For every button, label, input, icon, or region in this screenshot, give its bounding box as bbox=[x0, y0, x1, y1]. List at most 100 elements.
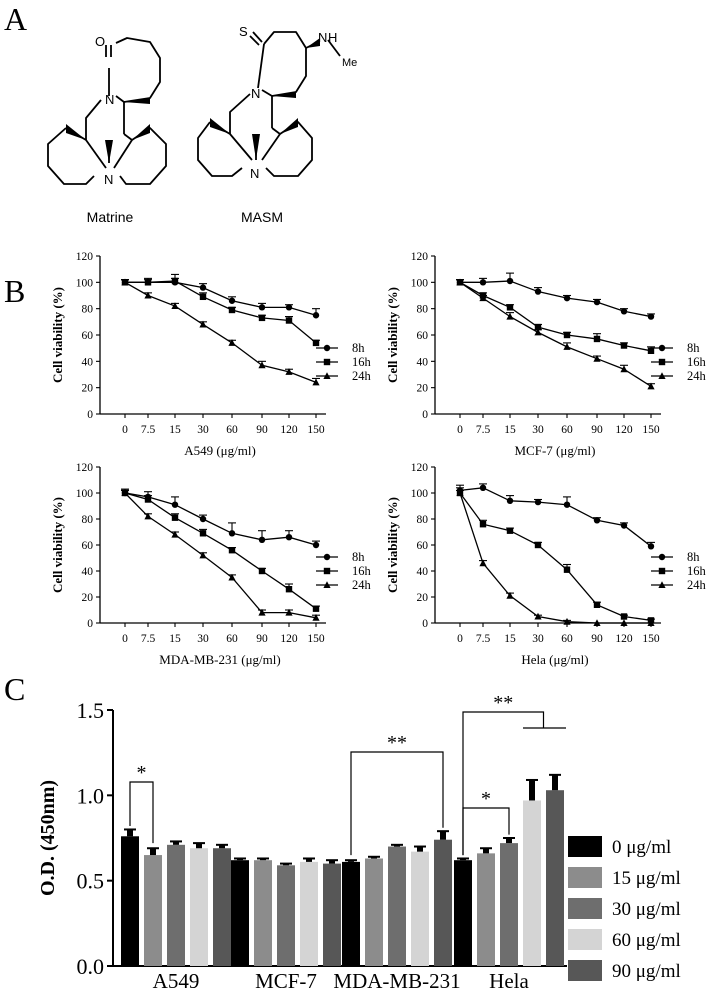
data-point-16h bbox=[258, 314, 266, 322]
x-tick-label: 60 bbox=[561, 633, 573, 645]
data-point-8h bbox=[620, 308, 628, 315]
y-tick-label: 0.5 bbox=[77, 869, 105, 894]
significance-bracket bbox=[350, 751, 444, 856]
x-axis-title: MCF-7 (μg/ml) bbox=[514, 443, 595, 458]
x-tick-label: 30 bbox=[197, 633, 209, 645]
data-point-16h bbox=[228, 306, 236, 314]
x-tick-label: 60 bbox=[561, 424, 573, 436]
data-point-24h bbox=[285, 608, 293, 616]
matrine-wedge-right bbox=[132, 124, 150, 140]
data-point-16h bbox=[228, 547, 236, 554]
data-point-8h bbox=[199, 284, 207, 291]
error-bar bbox=[552, 774, 558, 791]
series-line-24h bbox=[459, 492, 651, 624]
line-chart-mcf7: 0 20 40 60 80 100 120 0 7.5 15 30 60 90 120 150 MCF-7 (… bbox=[385, 251, 707, 458]
bar-15 μg/ml bbox=[365, 858, 383, 966]
data-point-16h bbox=[593, 601, 601, 608]
legend-label: 16h bbox=[352, 355, 372, 369]
bar-30 μg/ml bbox=[500, 843, 518, 966]
x-tick-label: 150 bbox=[307, 424, 325, 436]
bar-60 μg/ml bbox=[190, 848, 208, 966]
data-point-8h bbox=[620, 522, 628, 529]
data-point-24h bbox=[258, 361, 266, 369]
error-bar bbox=[219, 844, 225, 849]
data-point-16h bbox=[534, 541, 542, 549]
y-tick-label: 0.0 bbox=[77, 954, 105, 979]
x-tick-label: 90 bbox=[591, 633, 603, 645]
legend-swatch-1 bbox=[568, 867, 602, 888]
data-point-24h bbox=[647, 382, 655, 390]
x-tick-label: 30 bbox=[197, 424, 209, 436]
bar-30 μg/ml bbox=[167, 844, 185, 966]
y-tick-label: 120 bbox=[76, 462, 94, 474]
series-line-8h bbox=[124, 492, 317, 546]
series-line-16h bbox=[125, 280, 317, 344]
data-point-8h bbox=[534, 498, 542, 506]
data-point-24h bbox=[647, 619, 655, 626]
error-bar bbox=[127, 829, 133, 837]
error-bar bbox=[173, 841, 179, 845]
data-point-8h bbox=[534, 288, 542, 295]
data-point-24h bbox=[258, 608, 266, 616]
legend-marker bbox=[658, 567, 666, 575]
series-line-16h bbox=[459, 281, 652, 352]
y-tick-label: 40 bbox=[82, 566, 94, 578]
data-point-8h bbox=[258, 536, 266, 543]
bar-15 μg/ml bbox=[477, 853, 495, 966]
data-point-8h bbox=[258, 304, 266, 311]
legend-label: 8h bbox=[352, 341, 365, 355]
data-point-24h bbox=[506, 591, 514, 599]
legend-swatch-3 bbox=[568, 929, 602, 950]
series-line-24h bbox=[124, 281, 317, 384]
data-point-24h bbox=[593, 619, 601, 626]
y-tick-label: 80 bbox=[417, 304, 429, 316]
x-category-label: MCF-7 bbox=[255, 969, 317, 990]
line-chart-hela: 0 20 40 60 80 100 120 0 7.5 15 30 60 90 120 150 Hela (μ… bbox=[385, 462, 707, 667]
data-point-16h bbox=[506, 527, 514, 534]
data-point-16h bbox=[171, 277, 179, 285]
y-tick-label: 100 bbox=[411, 488, 429, 500]
series-line-8h bbox=[125, 281, 317, 316]
masm-atom-n-amine: N bbox=[318, 30, 327, 45]
data-point-16h bbox=[312, 339, 320, 347]
x-tick-label: 0 bbox=[122, 424, 128, 436]
data-point-8h bbox=[312, 541, 320, 549]
data-point-8h bbox=[506, 277, 514, 285]
data-point-8h bbox=[647, 313, 655, 320]
x-tick-label: 30 bbox=[532, 633, 544, 645]
x-tick-label: 7.5 bbox=[141, 424, 156, 436]
data-point-16h bbox=[620, 613, 628, 620]
y-tick-label: 40 bbox=[417, 356, 429, 368]
error-bar bbox=[329, 860, 335, 864]
data-point-24h bbox=[199, 320, 207, 328]
series-line-8h bbox=[460, 280, 652, 318]
y-tick-label: 100 bbox=[76, 488, 94, 500]
series-line-8h bbox=[459, 487, 652, 547]
masm-structure bbox=[197, 31, 341, 177]
legend-label: 30 μg/ml bbox=[612, 899, 681, 920]
bar-15 μg/ml bbox=[144, 855, 162, 966]
matrine-atom-n-top: N bbox=[105, 92, 114, 107]
data-point-8h bbox=[285, 534, 293, 541]
x-tick-label: 0 bbox=[457, 424, 463, 436]
data-point-24h bbox=[121, 278, 129, 286]
data-point-16h bbox=[258, 567, 266, 575]
data-point-8h bbox=[228, 530, 236, 537]
y-tick-label: 60 bbox=[82, 330, 94, 342]
y-axis-title: Cell viability (%) bbox=[385, 287, 400, 383]
y-tick-label: 60 bbox=[417, 540, 429, 552]
x-category-label: A549 bbox=[153, 969, 200, 990]
data-point-24h bbox=[144, 512, 152, 520]
data-point-24h bbox=[456, 278, 464, 286]
data-point-16h bbox=[144, 496, 152, 503]
y-tick-label: 1.0 bbox=[77, 783, 105, 808]
data-point-24h bbox=[285, 368, 293, 375]
x-tick-label: 90 bbox=[256, 424, 268, 436]
molecule-name-masm: MASM bbox=[241, 209, 283, 225]
significance-bracket bbox=[129, 781, 154, 844]
data-point-24h bbox=[620, 365, 628, 373]
data-point-16h bbox=[593, 335, 601, 343]
legend-marker bbox=[323, 581, 331, 588]
data-point-24h bbox=[563, 343, 571, 350]
y-tick-label: 20 bbox=[82, 592, 94, 604]
